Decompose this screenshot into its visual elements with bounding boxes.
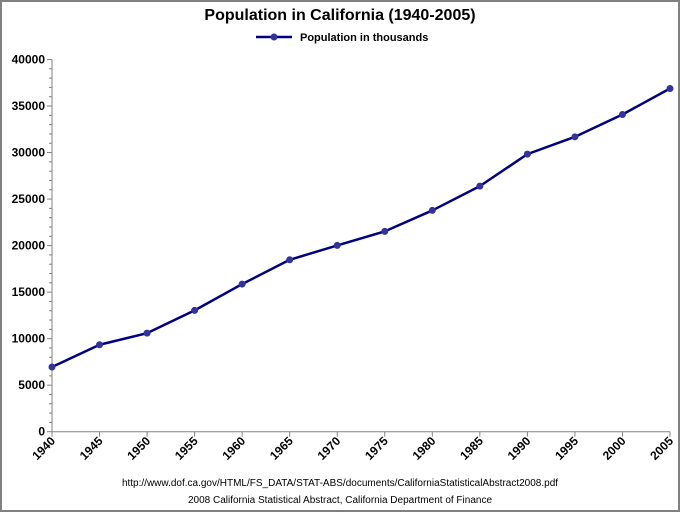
data-point xyxy=(238,280,246,288)
legend: Population in thousands xyxy=(256,32,428,44)
x-tick-label: 1955 xyxy=(172,434,201,463)
data-point xyxy=(381,227,389,235)
x-tick-label: 1970 xyxy=(315,434,344,463)
y-tick-label: 10000 xyxy=(12,332,46,346)
x-tick-label: 2000 xyxy=(600,434,629,463)
x-tick-label: 1940 xyxy=(29,434,58,463)
x-tick-label: 1965 xyxy=(267,434,296,463)
data-point xyxy=(286,256,294,264)
y-tick-label: 25000 xyxy=(12,192,46,206)
x-tick-label: 1985 xyxy=(457,434,486,463)
data-point xyxy=(666,84,674,92)
source-url: http://www.dof.ca.gov/HTML/FS_DATA/STAT-… xyxy=(122,478,558,489)
data-point xyxy=(428,206,436,214)
y-tick-label: 15000 xyxy=(12,285,46,299)
y-tick-label: 30000 xyxy=(12,146,46,160)
data-point xyxy=(96,341,104,349)
source-citation: 2008 California Statistical Abstract, Ca… xyxy=(188,495,492,506)
data-point xyxy=(191,306,199,314)
data-point xyxy=(143,329,151,337)
y-tick-label: 35000 xyxy=(12,99,46,113)
data-point xyxy=(333,241,341,249)
data-point xyxy=(48,363,56,371)
x-tick-label: 1990 xyxy=(505,434,534,463)
x-tick-label: 1975 xyxy=(362,434,391,463)
x-tick-label: 1995 xyxy=(552,434,581,463)
x-tick-label: 2005 xyxy=(647,434,676,463)
chart-title: Population in California (1940-2005) xyxy=(204,7,475,24)
data-point xyxy=(618,110,626,118)
y-tick-label: 20000 xyxy=(12,239,46,253)
data-point xyxy=(571,133,579,141)
x-tick-label: 1945 xyxy=(77,434,106,463)
x-tick-label: 1980 xyxy=(410,434,439,463)
y-tick-label: 0 xyxy=(38,425,45,439)
x-tick-label: 1950 xyxy=(124,434,153,463)
x-tick-label: 1960 xyxy=(219,434,248,463)
legend-marker xyxy=(270,33,278,41)
data-point xyxy=(523,150,531,158)
y-tick-label: 40000 xyxy=(12,53,46,67)
series-line xyxy=(51,87,671,369)
legend-label: Population in thousands xyxy=(300,32,428,44)
y-tick-label: 5000 xyxy=(18,378,45,392)
data-point xyxy=(476,182,484,190)
